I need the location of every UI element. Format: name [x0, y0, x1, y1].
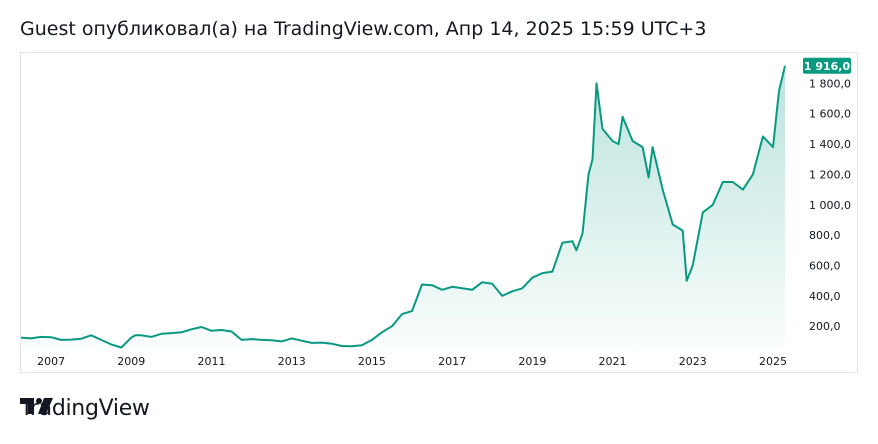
y-axis-tick-label: 1 800,0	[809, 77, 851, 90]
y-axis-tick-label: 1 600,0	[809, 108, 851, 121]
y-axis-tick-label: 800,0	[809, 229, 841, 242]
tradingview-logo[interactable]: TradingView	[20, 396, 150, 421]
x-axis-tick-label: 2013	[278, 355, 306, 368]
y-axis-tick-label: 1 400,0	[809, 138, 851, 151]
price-series-line[interactable]	[21, 65, 786, 349]
last-price-label-bg	[803, 57, 851, 74]
y-axis-tick-label: 1 200,0	[809, 168, 851, 181]
x-axis-tick-label: 2019	[518, 355, 546, 368]
x-axis-tick-label: 2009	[117, 355, 145, 368]
x-axis-tick-label: 2025	[759, 355, 787, 368]
chart-header-title: Guest опубликовал(а) на TradingView.com,…	[20, 18, 707, 40]
price-area-fill	[21, 65, 785, 350]
x-axis-tick-label: 2017	[438, 355, 466, 368]
y-axis-tick-label: 400,0	[809, 290, 841, 303]
last-price-label: 1 916,0	[804, 60, 851, 73]
x-axis-tick-label: 2021	[599, 355, 627, 368]
x-axis-tick-label: 2011	[197, 355, 225, 368]
x-axis-tick-label: 2015	[358, 355, 386, 368]
chart-frame[interactable]: 200,0 400,0 600,0 800,0 1 000,0 1 200,0 1 400,…	[20, 52, 858, 373]
price-chart[interactable]: 200,0 400,0 600,0 800,0 1 000,0 1 200,0 1 400,…	[21, 53, 859, 374]
y-axis-tick-label: 1 000,0	[809, 199, 851, 212]
y-axis-tick-label: 200,0	[809, 320, 841, 333]
x-axis-tick-label: 2007	[37, 355, 65, 368]
x-axis-tick-label: 2023	[679, 355, 707, 368]
tradingview-logo-icon	[20, 398, 53, 414]
y-axis-tick-label: 600,0	[809, 260, 841, 273]
